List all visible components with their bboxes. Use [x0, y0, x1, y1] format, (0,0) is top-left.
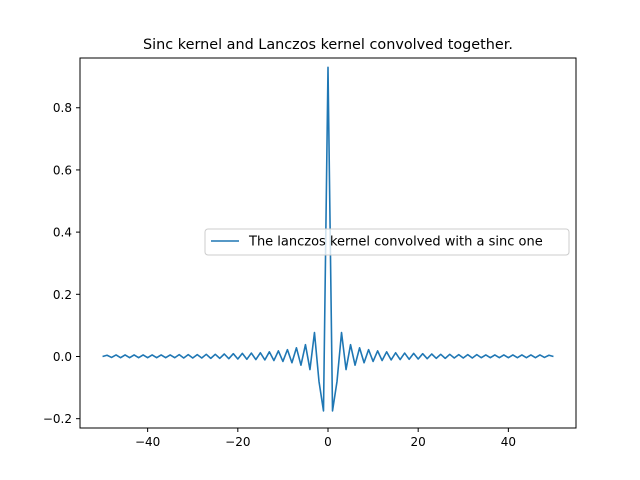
x-tick-label: −40: [135, 435, 160, 449]
series-layer: [102, 66, 554, 412]
y-tick-label: 0.8: [53, 101, 72, 115]
y-axis: −0.2 0.0 0.2 0.4 0.6 0.8: [43, 101, 80, 426]
x-axis: −40 −20 0 20 40: [135, 428, 516, 449]
series-line: [102, 66, 554, 412]
x-tick-label: 20: [411, 435, 426, 449]
legend: The lanczos kernel convolved with a sinc…: [204, 228, 570, 256]
y-tick-label: −0.2: [43, 412, 72, 426]
legend-label: The lanczos kernel convolved with a sinc…: [248, 235, 543, 250]
x-tick-label: 40: [501, 435, 516, 449]
plot-frame: [79, 57, 577, 429]
x-tick-label: 0: [324, 435, 332, 449]
legend-box: [204, 228, 570, 256]
chart-title: Sinc kernel and Lanczos kernel convolved…: [143, 37, 513, 53]
y-tick-label: 0.2: [53, 288, 72, 302]
y-tick-label: 0.4: [53, 226, 72, 240]
y-tick-label: 0.6: [53, 163, 72, 177]
x-tick-label: −20: [225, 435, 250, 449]
y-tick-label: 0.0: [53, 350, 72, 364]
